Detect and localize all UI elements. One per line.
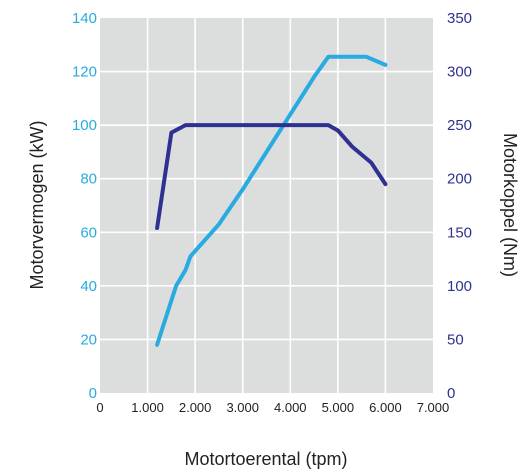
x-tick-label: 5.000 (322, 400, 355, 415)
left-tick-label: 0 (89, 385, 97, 402)
x-tick-label: 1.000 (131, 400, 164, 415)
x-axis-title: Motortoerental (tpm) (184, 449, 347, 469)
right-axis-title: Motorkoppel (Nm) (500, 133, 520, 277)
right-axis-ticks: 0 50 100 150 200 250 300 350 (447, 10, 472, 402)
right-tick-label: 50 (447, 331, 464, 348)
power-line (155, 54, 388, 347)
right-tick-label: 200 (447, 171, 472, 188)
left-axis-ticks: 0 20 40 60 80 100 120 140 (72, 10, 97, 402)
plot-area (100, 18, 433, 393)
left-tick-label: 20 (80, 331, 97, 348)
left-tick-label: 140 (72, 10, 97, 27)
x-tick-label: 7.000 (417, 400, 450, 415)
torque-line (155, 123, 388, 230)
right-tick-label: 300 (447, 64, 472, 81)
x-tick-label: 0 (96, 400, 103, 415)
x-tick-label: 4.000 (274, 400, 307, 415)
right-tick-label: 350 (447, 10, 472, 27)
series-layer (155, 54, 388, 347)
left-axis-title: Motorvermogen (kW) (27, 120, 47, 289)
x-tick-label: 6.000 (369, 400, 402, 415)
x-tick-label: 2.000 (179, 400, 212, 415)
right-tick-label: 100 (447, 278, 472, 295)
left-tick-label: 60 (80, 224, 97, 241)
left-tick-label: 40 (80, 278, 97, 295)
right-tick-label: 0 (447, 385, 455, 402)
right-tick-label: 150 (447, 224, 472, 241)
left-tick-label: 80 (80, 171, 97, 188)
gridlines (100, 18, 433, 393)
left-tick-label: 100 (72, 117, 97, 134)
right-tick-label: 250 (447, 117, 472, 134)
x-tick-label: 3.000 (226, 400, 259, 415)
x-axis-ticks: 0 1.000 2.000 3.000 4.000 5.000 6.000 7.000 (96, 400, 449, 415)
left-tick-label: 120 (72, 64, 97, 81)
